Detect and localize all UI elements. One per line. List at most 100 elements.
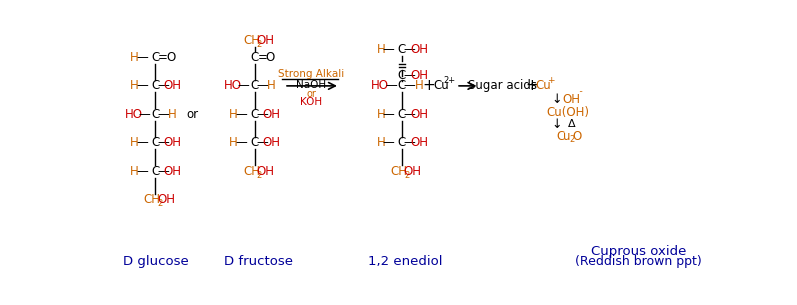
Text: 1,2 enediol: 1,2 enediol	[368, 255, 443, 268]
Text: —: —	[238, 79, 249, 92]
Text: C: C	[250, 136, 259, 149]
Text: Cu(OH): Cu(OH)	[546, 106, 589, 119]
Text: OH: OH	[263, 108, 281, 121]
Text: —: —	[136, 136, 148, 149]
Text: =: =	[257, 51, 267, 64]
Text: —: —	[404, 43, 415, 56]
Text: NaOH: NaOH	[296, 80, 326, 90]
Text: OH: OH	[157, 193, 175, 206]
Text: O: O	[265, 51, 275, 64]
Text: 2: 2	[570, 135, 575, 144]
Text: —: —	[404, 79, 415, 92]
Text: OH: OH	[257, 165, 274, 178]
Text: OH: OH	[404, 165, 422, 178]
Text: —: —	[383, 108, 395, 121]
Text: —: —	[136, 51, 148, 64]
Text: H: H	[376, 108, 385, 121]
Text: OH: OH	[410, 69, 428, 82]
Text: —: —	[236, 136, 247, 149]
Text: H: H	[230, 108, 238, 121]
Text: ↓: ↓	[552, 93, 562, 106]
Text: H: H	[376, 136, 385, 149]
Text: —: —	[383, 136, 395, 149]
Text: H: H	[414, 79, 423, 92]
Text: CH: CH	[243, 165, 260, 178]
Text: —: —	[257, 108, 269, 121]
Text: D glucose: D glucose	[123, 255, 188, 268]
Text: C: C	[398, 136, 406, 149]
Text: H: H	[130, 79, 139, 92]
Text: HO: HO	[224, 79, 242, 92]
Text: —: —	[136, 79, 148, 92]
Text: OH: OH	[410, 136, 428, 149]
Text: Cu: Cu	[434, 79, 450, 92]
Text: OH: OH	[163, 165, 182, 178]
Text: C: C	[398, 108, 406, 121]
Text: H: H	[267, 79, 276, 92]
Text: C: C	[151, 51, 159, 64]
Text: =: =	[159, 51, 168, 64]
Text: —: —	[404, 136, 415, 149]
Text: KOH: KOH	[300, 97, 322, 107]
Text: C: C	[151, 79, 159, 92]
Text: —: —	[383, 43, 395, 56]
Text: OH: OH	[163, 79, 182, 92]
Text: OH: OH	[257, 34, 274, 47]
Text: Cu: Cu	[536, 79, 552, 92]
Text: —: —	[157, 79, 169, 92]
Text: —: —	[236, 108, 247, 121]
Text: or: or	[186, 108, 198, 121]
Text: —: —	[385, 79, 397, 92]
Text: OH: OH	[410, 43, 428, 56]
Text: D fructose: D fructose	[224, 255, 293, 268]
Text: OH: OH	[563, 93, 580, 106]
Text: OH: OH	[410, 108, 428, 121]
Text: —: —	[157, 165, 169, 178]
Text: H: H	[130, 51, 139, 64]
Text: C: C	[250, 51, 259, 64]
Text: or: or	[306, 88, 316, 99]
Text: —: —	[404, 69, 415, 82]
Text: 2: 2	[257, 40, 262, 49]
Text: C: C	[250, 108, 259, 121]
Text: C: C	[250, 79, 259, 92]
Text: (Reddish brown ppt): (Reddish brown ppt)	[575, 255, 701, 268]
Text: 2+: 2+	[444, 76, 456, 85]
Text: C: C	[398, 43, 406, 56]
Text: CH: CH	[143, 193, 161, 206]
Text: OH: OH	[163, 136, 182, 149]
Text: +: +	[526, 78, 539, 93]
Text: CH: CH	[391, 165, 407, 178]
Text: —: —	[404, 108, 415, 121]
Text: H: H	[230, 136, 238, 149]
Text: O: O	[167, 51, 175, 64]
Text: +: +	[547, 76, 555, 85]
Text: —: —	[257, 79, 269, 92]
Text: —: —	[136, 165, 148, 178]
Text: 2: 2	[158, 199, 163, 208]
Text: ↓: ↓	[552, 118, 562, 131]
Text: 2: 2	[404, 171, 409, 180]
Text: C: C	[151, 108, 159, 121]
Text: CH: CH	[243, 34, 260, 47]
Text: HO: HO	[124, 108, 143, 121]
Text: C: C	[398, 69, 406, 82]
Text: —: —	[139, 108, 151, 121]
Text: H: H	[130, 165, 139, 178]
Text: u: u	[563, 130, 571, 143]
Text: O: O	[572, 130, 582, 143]
Text: Strong Alkali: Strong Alkali	[278, 69, 344, 79]
Text: +: +	[422, 78, 435, 93]
Text: H: H	[130, 136, 139, 149]
Text: C: C	[556, 130, 565, 143]
Text: H: H	[168, 108, 177, 121]
Text: Δ: Δ	[567, 119, 575, 129]
Text: Sugar acids: Sugar acids	[468, 79, 537, 92]
Text: C: C	[151, 165, 159, 178]
Text: —: —	[157, 136, 169, 149]
Text: C: C	[151, 136, 159, 149]
Text: HO: HO	[371, 79, 389, 92]
Text: ¯: ¯	[578, 92, 583, 100]
Text: —: —	[157, 108, 169, 121]
Text: H: H	[376, 43, 385, 56]
